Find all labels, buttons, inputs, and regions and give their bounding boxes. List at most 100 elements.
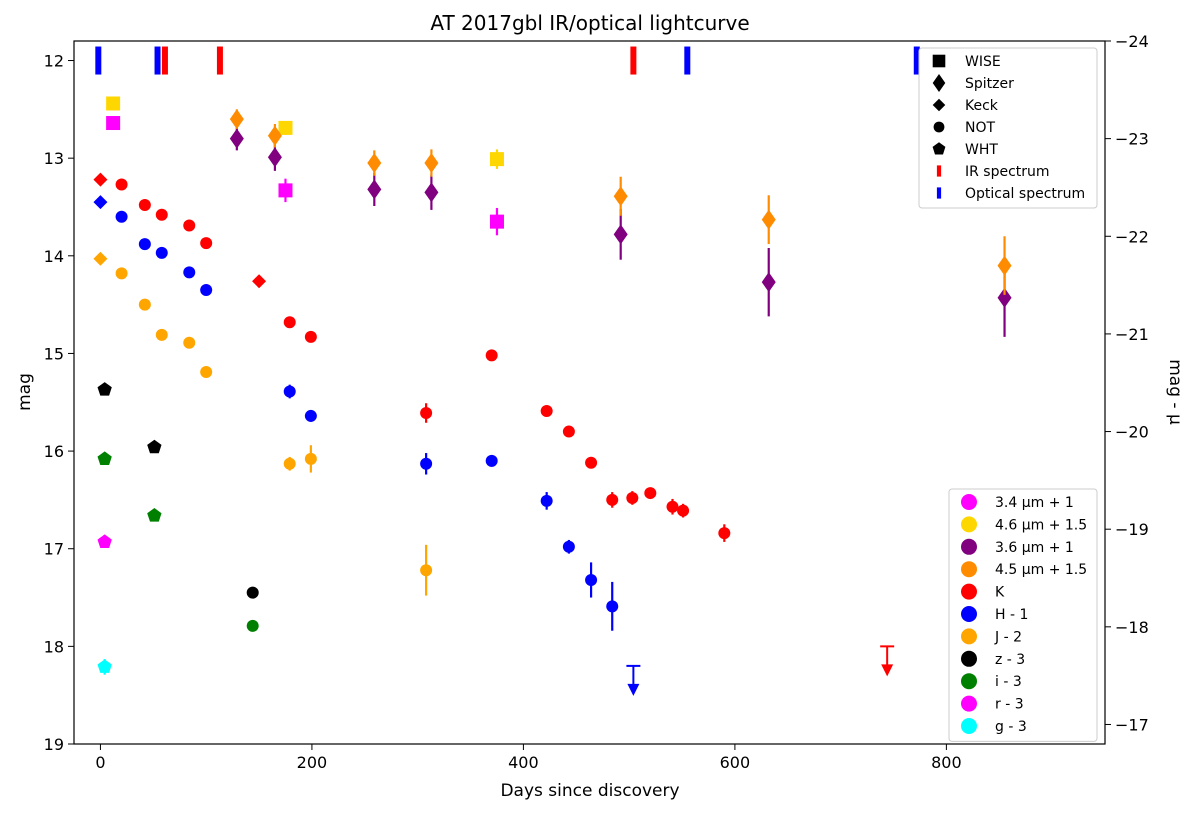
data-point-j-2	[115, 267, 128, 280]
y-axis-label: mag	[15, 373, 35, 411]
y2-tick-label: −20	[1115, 423, 1149, 442]
y2-tick-label: −23	[1115, 130, 1149, 149]
y-tick-label: 13	[44, 149, 64, 168]
data-point-k	[115, 178, 128, 191]
data-point-4-6-m-1-5	[489, 152, 504, 167]
data-point-4-5-m-1-5	[761, 209, 776, 230]
legend-series-label: i - 3	[995, 674, 1022, 690]
y2-axis-label: mag - μ	[1165, 359, 1185, 425]
data-point-3-6-m-1	[267, 147, 282, 168]
data-point-k	[252, 274, 267, 289]
legend-series-label: J - 2	[994, 629, 1022, 645]
data-point-j-2	[183, 336, 196, 349]
y-tick-label: 12	[44, 52, 64, 71]
data-point-k	[155, 208, 168, 221]
y2-tick-label: −19	[1115, 520, 1149, 539]
legend-marker-wht	[932, 142, 946, 155]
data-point-k	[540, 405, 553, 418]
data-point-h-1	[93, 195, 108, 210]
data-point-i-3	[246, 619, 259, 632]
legend-series-swatch	[961, 583, 977, 600]
legend-marker-label: WHT	[965, 142, 998, 158]
data-point-h-1	[183, 266, 196, 279]
legend-series-swatch	[961, 538, 977, 555]
data-point-z-3	[246, 586, 259, 599]
data-point-3-4-m-1	[489, 214, 504, 229]
data-point-4-6-m-1-5	[278, 120, 293, 135]
data-point-k	[283, 316, 296, 329]
data-point-j-2	[283, 457, 296, 470]
y-axis-ticks: 12 13 14 15 16 17 18 19	[44, 52, 74, 754]
data-point-k	[644, 487, 657, 500]
legend-series-box	[948, 488, 1098, 742]
legend-series-label: g - 3	[995, 719, 1027, 735]
data-point-k	[485, 349, 498, 362]
x-axis-label: Days since discovery	[500, 781, 679, 801]
data-point-3-4-m-1	[278, 183, 293, 198]
data-point-k	[677, 504, 690, 517]
data-point-3-6-m-1	[424, 182, 439, 203]
data-point-z-3	[147, 439, 162, 454]
y-tick-label: 17	[44, 540, 64, 559]
upper-limit-arrow	[881, 664, 894, 677]
data-point-h-1	[485, 454, 498, 467]
data-point-4-5-m-1-5	[613, 186, 628, 207]
data-point-4-6-m-1-5	[106, 96, 121, 111]
data-point-k	[93, 172, 108, 187]
data-point-3-6-m-1	[367, 179, 382, 200]
data-point-h-1	[606, 600, 619, 613]
data-point-4-5-m-1-5	[229, 109, 244, 130]
spectrum-optical-bar	[913, 46, 920, 75]
x-tick-label: 200	[297, 753, 328, 772]
upper-limit-arrow	[627, 683, 640, 696]
data-point-k	[420, 407, 433, 420]
y-tick-label: 14	[44, 247, 64, 266]
data-point-4-5-m-1-5	[997, 255, 1012, 276]
legend-series-label: 4.5 μm + 1.5	[995, 562, 1087, 578]
data-point-h-1	[304, 409, 317, 422]
legend-marker-label: Keck	[965, 98, 999, 114]
data-point-j-2	[93, 251, 108, 266]
legend-marker-label: Optical spectrum	[965, 186, 1085, 202]
data-point-r-3	[97, 534, 112, 548]
legend-series-swatch	[961, 606, 977, 622]
x-tick-label: 400	[508, 753, 539, 772]
data-point-3-6-m-1	[997, 287, 1012, 308]
y-tick-label: 15	[44, 344, 64, 363]
legend-markers: WISE Spitzer Keck NOT WHT IR spectrum Optical …	[918, 47, 1098, 209]
data-point-h-1	[200, 283, 213, 296]
spectrum-optical-bar	[95, 46, 102, 75]
x-tick-label: 800	[931, 753, 962, 772]
data-point-h-1	[585, 573, 598, 586]
data-point-k	[666, 500, 679, 513]
data-point-k	[718, 527, 731, 540]
data-point-i-3	[97, 451, 112, 465]
data-point-k	[304, 330, 317, 343]
legend-series-label: z - 3	[995, 652, 1025, 668]
spectrum-ir-bar	[161, 46, 168, 75]
y2-axis-ticks: −24 −23 −22 −21 −20 −19 −18 −17	[1105, 32, 1149, 734]
legend-series-swatch	[961, 718, 977, 734]
chart-title: AT 2017gbl IR/optical lightcurve	[430, 11, 749, 35]
legend-series-label: r - 3	[995, 697, 1024, 713]
legend-marker-optical-spectrum	[936, 187, 942, 199]
x-tick-label: 0	[95, 753, 105, 772]
data-point-j-2	[200, 365, 213, 378]
data-point-k	[606, 493, 619, 506]
data-point-h-1	[115, 210, 128, 223]
legend-marker-label: Spitzer	[965, 76, 1014, 92]
legend-series-swatch	[961, 673, 977, 690]
legend-series: 3.4 μm + 1 4.6 μm + 1.5 3.6 μm + 1 4.5 μm +…	[948, 488, 1098, 742]
data-point-j-2	[420, 564, 433, 577]
data-point-j-2	[138, 298, 151, 311]
legend-series-swatch	[961, 494, 977, 510]
data-point-4-5-m-1-5	[267, 125, 282, 146]
legend-series-swatch	[961, 695, 977, 712]
legend-series-label: K	[995, 585, 1005, 601]
data-point-h-1	[283, 385, 296, 398]
data-point-i-3	[147, 508, 162, 522]
data-point-k	[626, 491, 639, 504]
legend-marker-label: WISE	[965, 54, 1001, 70]
y-tick-label: 16	[44, 442, 64, 461]
